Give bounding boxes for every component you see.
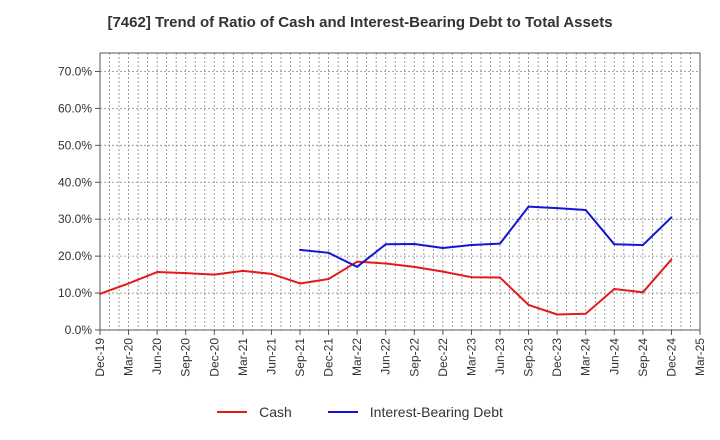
x-tick-label: Mar-25	[693, 338, 707, 376]
data-point-cash	[384, 262, 387, 265]
data-point-cash	[641, 291, 644, 294]
x-tick-label: Dec-21	[322, 338, 336, 377]
data-point-interest-bearing-debt	[470, 244, 473, 247]
plot-area-frame	[99, 52, 701, 331]
legend-swatch-interest-bearing-debt	[327, 411, 358, 413]
data-point-interest-bearing-debt	[584, 208, 587, 211]
data-point-cash	[241, 269, 244, 272]
data-point-cash	[556, 313, 559, 316]
legend-swatch-cash	[217, 411, 248, 413]
data-point-cash	[470, 276, 473, 279]
data-point-interest-bearing-debt	[527, 205, 530, 208]
data-point-cash	[441, 270, 444, 273]
x-tick-label: Dec-22	[436, 338, 450, 377]
x-tick-label: Sep-20	[179, 338, 193, 377]
legend: Cash Interest-Bearing Debt	[0, 404, 720, 420]
data-point-cash	[299, 282, 301, 285]
y-axis: 0.0% 10.0% 20.0% 30.0% 40.0% 50.0% 60.0% 70.0%	[58, 64, 100, 337]
data-point-interest-bearing-debt	[670, 216, 673, 219]
data-point-cash	[670, 258, 673, 261]
x-tick-label: Mar-20	[122, 338, 136, 376]
y-tick-label: 20.0%	[58, 249, 92, 263]
data-point-cash	[527, 303, 530, 306]
x-tick-label: Sep-22	[407, 338, 421, 377]
data-point-cash	[213, 273, 216, 276]
data-point-cash	[99, 292, 101, 295]
data-point-interest-bearing-debt	[556, 207, 559, 210]
y-tick-label: 50.0%	[58, 138, 92, 152]
chart-title: [7462] Trend of Ratio of Cash and Intere…	[107, 14, 613, 31]
data-point-cash	[327, 278, 330, 281]
data-point-interest-bearing-debt	[613, 243, 616, 246]
gridlines	[100, 53, 700, 330]
data-point-cash	[156, 271, 159, 274]
data-point-cash	[270, 272, 273, 275]
x-tick-label: Dec-19	[93, 338, 107, 377]
x-tick-label: Sep-24	[636, 338, 650, 377]
x-tick-label: Mar-23	[464, 338, 478, 376]
data-point-interest-bearing-debt	[641, 244, 644, 247]
x-tick-label: Jun-24	[607, 338, 621, 375]
x-tick-label: Mar-24	[579, 338, 593, 376]
data-point-interest-bearing-debt	[384, 243, 387, 246]
y-tick-label: 10.0%	[58, 286, 92, 300]
data-point-interest-bearing-debt	[413, 242, 416, 245]
x-tick-label: Sep-21	[293, 338, 307, 377]
legend-item-interest-bearing-debt: Interest-Bearing Debt	[327, 404, 503, 420]
x-tick-label: Dec-20	[207, 338, 221, 377]
x-tick-label: Jun-22	[379, 338, 393, 375]
data-point-cash	[356, 260, 359, 263]
x-tick-label: Dec-23	[550, 338, 564, 377]
legend-label-cash: Cash	[259, 404, 292, 420]
series	[99, 205, 673, 316]
y-tick-label: 40.0%	[58, 175, 92, 189]
x-axis: Dec-19 Mar-20 Jun-20 Sep-20 Dec-20 Mar-21 Jun-…	[93, 330, 707, 377]
y-tick-label: 60.0%	[58, 101, 92, 115]
data-point-interest-bearing-debt	[299, 248, 301, 251]
data-point-cash	[613, 288, 616, 291]
legend-label-interest-bearing-debt: Interest-Bearing Debt	[369, 404, 503, 420]
data-point-cash	[184, 272, 187, 275]
x-tick-label: Sep-23	[522, 338, 536, 377]
series-line-interest-bearing-debt	[299, 205, 673, 268]
x-tick-label: Mar-22	[350, 338, 364, 376]
data-point-interest-bearing-debt	[327, 251, 330, 254]
y-tick-label: 30.0%	[58, 212, 92, 226]
x-tick-label: Mar-21	[236, 338, 250, 376]
data-point-interest-bearing-debt	[441, 247, 444, 250]
data-point-interest-bearing-debt	[356, 265, 359, 268]
y-tick-label: 70.0%	[58, 64, 92, 78]
x-tick-label: Jun-21	[264, 338, 278, 375]
data-point-cash	[584, 312, 587, 315]
data-point-cash	[499, 276, 501, 279]
x-tick-label: Dec-24	[664, 338, 678, 377]
data-point-interest-bearing-debt	[499, 242, 501, 245]
data-point-cash	[413, 265, 416, 268]
legend-item-cash: Cash	[217, 404, 292, 420]
data-point-cash	[127, 282, 130, 285]
x-tick-label: Jun-23	[493, 338, 507, 375]
x-tick-label: Jun-20	[150, 338, 164, 375]
y-tick-label: 0.0%	[65, 323, 93, 337]
